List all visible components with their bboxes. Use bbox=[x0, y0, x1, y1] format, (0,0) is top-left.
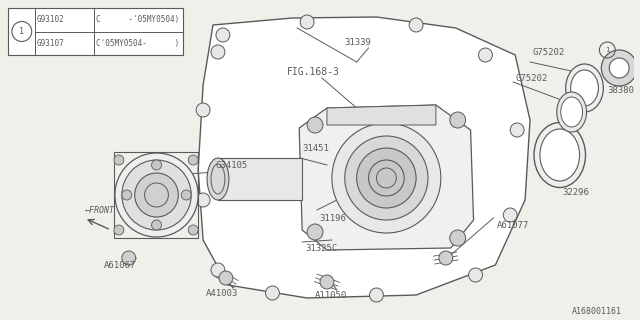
Circle shape bbox=[602, 50, 637, 86]
Circle shape bbox=[332, 123, 441, 233]
Circle shape bbox=[135, 173, 179, 217]
Circle shape bbox=[115, 153, 198, 237]
Polygon shape bbox=[327, 105, 436, 125]
Ellipse shape bbox=[566, 64, 604, 112]
Circle shape bbox=[188, 225, 198, 235]
Circle shape bbox=[450, 230, 466, 246]
Text: A41003: A41003 bbox=[206, 289, 238, 298]
Circle shape bbox=[307, 224, 323, 240]
Polygon shape bbox=[198, 17, 530, 298]
Circle shape bbox=[181, 190, 191, 200]
Ellipse shape bbox=[540, 129, 580, 181]
Circle shape bbox=[219, 271, 233, 285]
Circle shape bbox=[211, 45, 225, 59]
Circle shape bbox=[188, 155, 198, 165]
Text: 31196: 31196 bbox=[319, 213, 346, 222]
Text: A61067: A61067 bbox=[104, 260, 136, 269]
Circle shape bbox=[152, 160, 161, 170]
Circle shape bbox=[450, 112, 466, 128]
Circle shape bbox=[468, 268, 483, 282]
Text: A168001161: A168001161 bbox=[572, 308, 622, 316]
Polygon shape bbox=[218, 158, 302, 200]
Text: C      -'05MY0504): C -'05MY0504) bbox=[96, 15, 179, 24]
Ellipse shape bbox=[557, 92, 586, 132]
Text: G93102: G93102 bbox=[36, 15, 65, 24]
Circle shape bbox=[503, 208, 517, 222]
Circle shape bbox=[211, 263, 225, 277]
Text: 1: 1 bbox=[19, 27, 24, 36]
Text: G34105: G34105 bbox=[216, 161, 248, 170]
Ellipse shape bbox=[571, 70, 598, 106]
Circle shape bbox=[196, 103, 210, 117]
Text: G75202: G75202 bbox=[515, 74, 547, 83]
Circle shape bbox=[409, 18, 423, 32]
Circle shape bbox=[122, 190, 132, 200]
Text: 1: 1 bbox=[605, 47, 609, 53]
Circle shape bbox=[609, 58, 629, 78]
Ellipse shape bbox=[561, 97, 582, 127]
Ellipse shape bbox=[207, 158, 229, 200]
Circle shape bbox=[122, 251, 136, 265]
Polygon shape bbox=[8, 8, 183, 55]
Circle shape bbox=[114, 225, 124, 235]
Circle shape bbox=[300, 15, 314, 29]
Circle shape bbox=[266, 286, 280, 300]
Text: C'05MY0504-      ): C'05MY0504- ) bbox=[96, 39, 179, 48]
Text: 31325C: 31325C bbox=[305, 244, 337, 252]
Circle shape bbox=[196, 193, 210, 207]
Ellipse shape bbox=[534, 123, 586, 188]
Text: A61077: A61077 bbox=[497, 220, 529, 229]
Text: 31339: 31339 bbox=[345, 37, 372, 46]
Text: G75202: G75202 bbox=[532, 47, 564, 57]
Text: FIG.168-3: FIG.168-3 bbox=[287, 67, 340, 77]
Circle shape bbox=[307, 117, 323, 133]
Text: G93107: G93107 bbox=[36, 39, 65, 48]
Text: 32296: 32296 bbox=[563, 188, 589, 196]
Circle shape bbox=[216, 28, 230, 42]
Text: 31451: 31451 bbox=[302, 143, 329, 153]
Circle shape bbox=[12, 21, 32, 42]
Text: 38380: 38380 bbox=[607, 85, 634, 94]
Polygon shape bbox=[299, 105, 474, 250]
Text: A11050: A11050 bbox=[315, 291, 348, 300]
Circle shape bbox=[114, 155, 124, 165]
Circle shape bbox=[152, 220, 161, 230]
Circle shape bbox=[122, 160, 191, 230]
Circle shape bbox=[320, 275, 334, 289]
Circle shape bbox=[510, 123, 524, 137]
Circle shape bbox=[369, 288, 383, 302]
Text: ←FRONT: ←FRONT bbox=[85, 205, 115, 214]
Circle shape bbox=[439, 251, 452, 265]
Circle shape bbox=[479, 48, 492, 62]
Circle shape bbox=[345, 136, 428, 220]
Circle shape bbox=[356, 148, 416, 208]
